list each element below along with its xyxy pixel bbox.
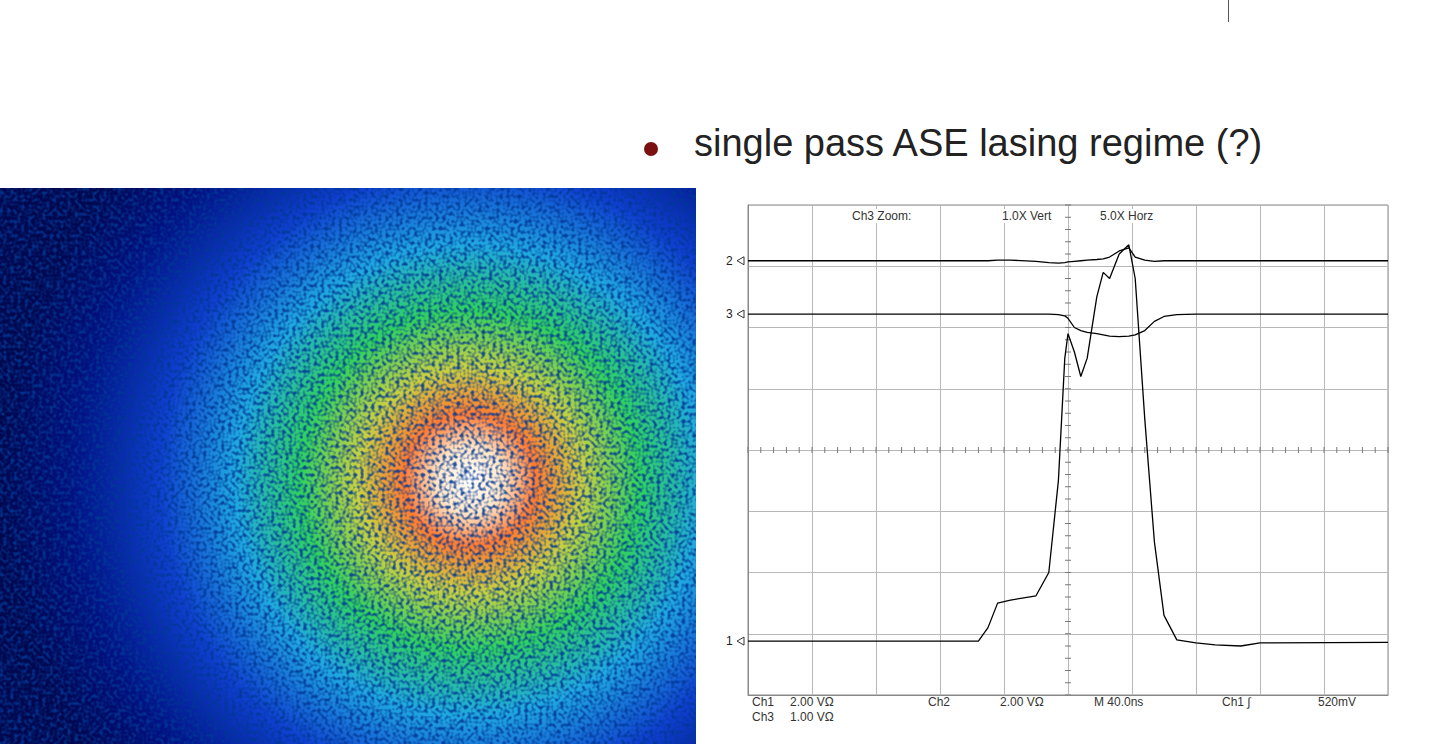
html-text:single pass ASE lasing regime: single pass ASE lasing regime (?) [694,122,1263,164]
svg-text:1.0X Vert: 1.0X Vert [1002,209,1052,223]
svg-text:Ch3 Zoom:: Ch3 Zoom: [852,209,911,223]
svg-text:Ch3: Ch3 [752,710,774,724]
svg-text:2: 2 [726,254,733,268]
svg-text:Ch1 ∫: Ch1 ∫ [1222,695,1251,709]
svg-text:520mV: 520mV [1318,695,1356,709]
svg-text:2.00 VΩ: 2.00 VΩ [1000,695,1044,709]
svg-text:3: 3 [726,307,733,321]
svg-text:Ch1: Ch1 [752,695,774,709]
svg-text:M 40.0ns: M 40.0ns [1094,695,1143,709]
svg-text:Ch2: Ch2 [928,695,950,709]
svg-text:1.00 VΩ: 1.00 VΩ [790,710,834,724]
svg-text:5.0X Horz: 5.0X Horz [1100,209,1153,223]
svg-text:1: 1 [726,634,733,648]
svg-text:2.00 VΩ: 2.00 VΩ [790,695,834,709]
